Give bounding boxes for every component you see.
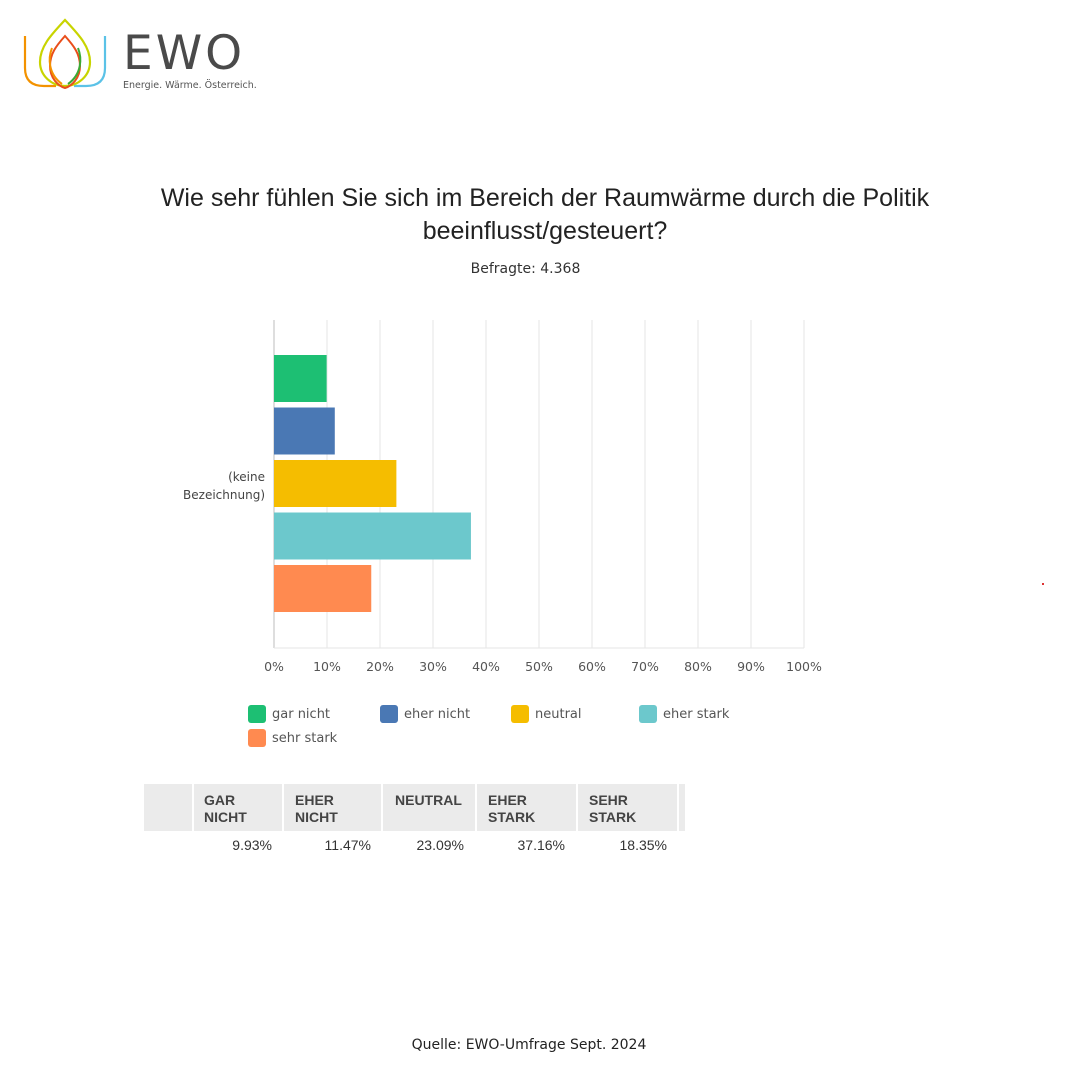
- bar-neutral: [274, 460, 397, 507]
- category-label: (keine Bezeichnung): [183, 470, 265, 502]
- bar-eher-nicht: [274, 407, 335, 455]
- brand-name: EWO: [123, 26, 246, 81]
- x-tick-label: 90%: [737, 659, 765, 674]
- table-column-separator: [192, 784, 194, 831]
- ewo-leaf-logo-icon: [23, 18, 107, 90]
- x-tick-label: 20%: [366, 659, 394, 674]
- table-column-separator: [677, 784, 679, 831]
- legend-swatch: [639, 705, 657, 723]
- table-header-cell: GAR NICHT: [204, 792, 247, 826]
- table-header-text: NICHT: [295, 809, 338, 825]
- table-header-text: STARK: [488, 809, 536, 825]
- x-tick-label: 100%: [786, 659, 822, 674]
- table-header-text: SEHR: [589, 792, 628, 808]
- table-header-text: EHER: [488, 792, 527, 808]
- x-tick-label: 50%: [525, 659, 553, 674]
- table-column-separator: [475, 784, 477, 831]
- legend-item: eher nicht: [380, 704, 470, 724]
- legend-label: sehr stark: [272, 730, 338, 746]
- bar-gar-nicht: [274, 355, 327, 402]
- brand-tagline: Energie. Wärme. Österreich.: [123, 80, 257, 91]
- x-tick-label: 30%: [419, 659, 447, 674]
- x-tick-label: 60%: [578, 659, 606, 674]
- category-label-line: Bezeichnung): [183, 488, 265, 502]
- table-header-text: NEUTRAL: [395, 792, 462, 808]
- legend-swatch: [248, 705, 266, 723]
- legend-item: sehr stark: [248, 728, 337, 748]
- table-header-text: STARK: [589, 809, 637, 825]
- chart-title: Wie sehr fühlen Sie sich im Bereich der …: [160, 184, 930, 245]
- x-tick-label: 0%: [264, 659, 284, 674]
- table-header-cell: SEHR STARK: [589, 792, 636, 826]
- x-tick-label: 80%: [684, 659, 712, 674]
- table-column-separator: [576, 784, 578, 831]
- table-header-text: EHER: [295, 792, 334, 808]
- ewo-logo: EWO Energie. Wärme. Österreich.: [22, 18, 262, 98]
- table-value-cell: 18.35%: [619, 837, 667, 853]
- legend-label: gar nicht: [272, 706, 331, 722]
- legend-item: neutral: [511, 704, 582, 724]
- x-tick-label: 10%: [313, 659, 341, 674]
- table-header: GAR NICHT EHER NICHT NEUTRAL EHER STARK SEHR STA…: [144, 784, 685, 831]
- legend-label: neutral: [535, 706, 582, 722]
- x-tick-label: 70%: [631, 659, 659, 674]
- table-header-cell: EHER NICHT: [295, 792, 338, 826]
- category-label-line: (keine: [228, 470, 265, 484]
- table-header-text: GAR: [204, 792, 236, 808]
- legend-label: eher nicht: [404, 706, 471, 722]
- legend-swatch: [511, 705, 529, 723]
- table-value-cell: 37.16%: [517, 837, 565, 853]
- table-column-separator: [381, 784, 383, 831]
- x-tick-label: 40%: [472, 659, 500, 674]
- table-header-cell: EHER STARK: [488, 792, 535, 826]
- table-value-cell: 11.47%: [324, 837, 371, 853]
- legend-label: eher stark: [663, 706, 730, 722]
- table-value-cell: 9.93%: [232, 837, 272, 853]
- x-axis-ticks: 0% 10% 20% 30% 40% 50% 60% 70% 80% 90% 100%: [264, 659, 822, 674]
- respondents-count: Befragte: 4.368: [470, 261, 581, 277]
- bar-sehr-stark: [274, 565, 372, 612]
- legend-swatch: [380, 705, 398, 723]
- bar-eher-stark: [274, 512, 471, 560]
- legend-swatch: [248, 729, 266, 747]
- red-dot: [1042, 583, 1044, 585]
- table-header-cell: NEUTRAL: [395, 792, 462, 809]
- chart-bars: [274, 355, 471, 612]
- source-note: Quelle: EWO-Umfrage Sept. 2024: [411, 1037, 647, 1053]
- table-header-text: NICHT: [204, 809, 247, 825]
- legend-item: eher stark: [639, 704, 729, 724]
- bar-chart: 0% 10% 20% 30% 40% 50% 60% 70% 80% 90% 100% (keine…: [183, 320, 822, 674]
- legend-item: gar nicht: [248, 704, 330, 724]
- table-value-cell: 23.09%: [416, 837, 464, 853]
- table-column-separator: [282, 784, 284, 831]
